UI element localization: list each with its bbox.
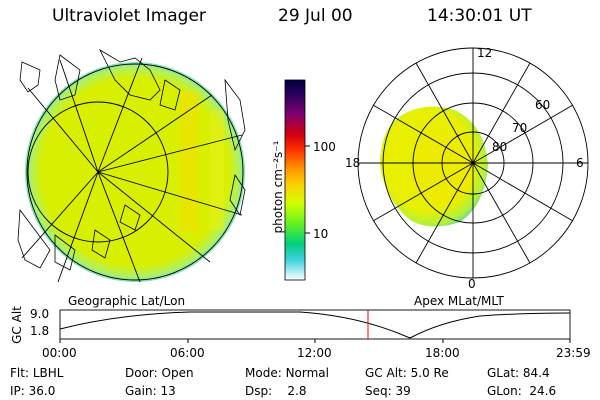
info-gain: Gain: 13	[125, 384, 176, 398]
lat-label-70: 70	[512, 121, 528, 135]
alt-ytick-1.8: 1.8	[30, 324, 50, 338]
polar-plot	[357, 47, 589, 279]
polar-panel-label: Apex MLat/MLT	[414, 294, 504, 308]
info-door: Door: Open	[125, 366, 194, 380]
date-label: 29 Jul 00	[278, 6, 353, 26]
alt-ytick-9: 9.0	[30, 307, 50, 321]
altitude-curve	[59, 311, 571, 339]
mlt-label-12: 12	[477, 46, 493, 60]
info-ip: IP: 36.0	[10, 384, 56, 398]
altitude-plot	[59, 309, 571, 343]
colorbar-tick-100: 100	[313, 140, 336, 154]
colorbar-tick-10: 10	[313, 227, 329, 241]
info-gc-alt: GC Alt: 5.0 Re	[365, 366, 449, 380]
info-glat: GLat: 84.4	[487, 366, 550, 380]
colorbar-unit-label: photon cm⁻²s⁻¹	[271, 140, 285, 234]
colorbar	[284, 79, 310, 281]
page-title: Ultraviolet Imager	[52, 6, 206, 26]
alt-xtick-1800: 18:00	[425, 346, 460, 360]
alt-xtick-1200: 12:00	[297, 346, 332, 360]
info-mode: Mode: Normal	[245, 366, 329, 380]
time-label: 14:30:01 UT	[427, 6, 532, 26]
alt-xtick-0600: 06:00	[170, 346, 205, 360]
alt-ylabel: GC Alt	[10, 306, 24, 344]
info-seq: Seq: 39	[365, 384, 411, 398]
geo-panel-label: Geographic Lat/Lon	[68, 294, 186, 308]
geo-image	[17, 48, 246, 283]
info-dsp: Dsp: 2.8	[245, 384, 307, 398]
alt-xtick-2359: 23:59	[556, 346, 591, 360]
mlt-label-6: 6	[576, 156, 584, 170]
lat-label-60: 60	[535, 98, 551, 112]
info-glon: GLon: 24.6	[487, 384, 557, 398]
mlt-label-18: 18	[345, 156, 361, 170]
info-flt: Flt: LBHL	[10, 366, 64, 380]
lat-label-80: 80	[492, 140, 508, 154]
mlt-label-0: 0	[468, 277, 476, 291]
alt-xtick-0000: 00:00	[42, 346, 77, 360]
